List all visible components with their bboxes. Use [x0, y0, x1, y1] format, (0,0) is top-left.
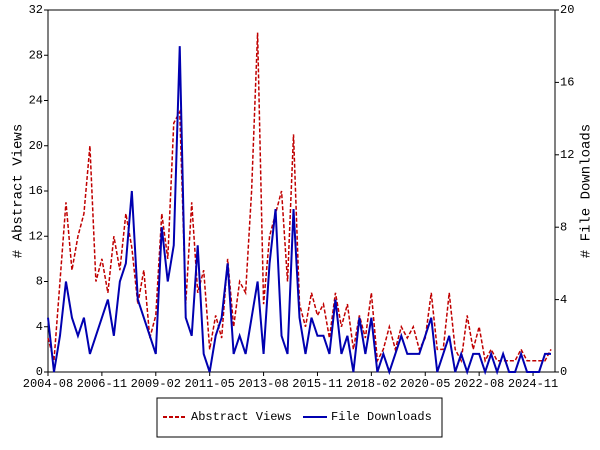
y-tick-label: 12 — [29, 229, 43, 243]
y2-tick-label: 4 — [560, 293, 567, 307]
y2-tick-label: 16 — [560, 76, 574, 90]
x-tick-label: 2015-11 — [292, 377, 342, 391]
x-tick-label: 2022-08 — [454, 377, 504, 391]
x-tick-label: 2011-05 — [184, 377, 234, 391]
y-tick-label: 20 — [29, 139, 43, 153]
x-tick-label: 2013-08 — [238, 377, 288, 391]
y2-tick-label: 0 — [560, 365, 567, 379]
y2-axis-title: # File Downloads — [579, 124, 595, 258]
series-line — [47, 46, 552, 376]
x-tick-label: 2018-02 — [346, 377, 396, 391]
legend-label: File Downloads — [331, 410, 432, 424]
x-tick-label: 2020-05 — [400, 377, 450, 391]
plot-frame — [47, 9, 556, 373]
y2-tick-label: 20 — [560, 3, 574, 17]
x-tick-label: 2006-11 — [77, 377, 127, 391]
legend-box — [156, 397, 443, 438]
y-tick-label: 0 — [36, 365, 43, 379]
y-tick-label: 28 — [29, 48, 43, 62]
y-tick-label: 32 — [29, 3, 43, 17]
y-tick-label: 24 — [29, 94, 43, 108]
x-tick-label: 2009-02 — [131, 377, 181, 391]
y-tick-label: 16 — [29, 184, 43, 198]
x-tick-label: 2004-08 — [23, 377, 73, 391]
y2-tick-label: 12 — [560, 148, 574, 162]
y-axis-title: # Abstract Views — [11, 124, 27, 258]
x-tick-label: 2024-11 — [508, 377, 558, 391]
y-tick-label: 8 — [36, 275, 43, 289]
y-tick-label: 4 — [36, 320, 43, 334]
y2-tick-label: 8 — [560, 220, 567, 234]
legend-label: Abstract Views — [191, 410, 292, 424]
